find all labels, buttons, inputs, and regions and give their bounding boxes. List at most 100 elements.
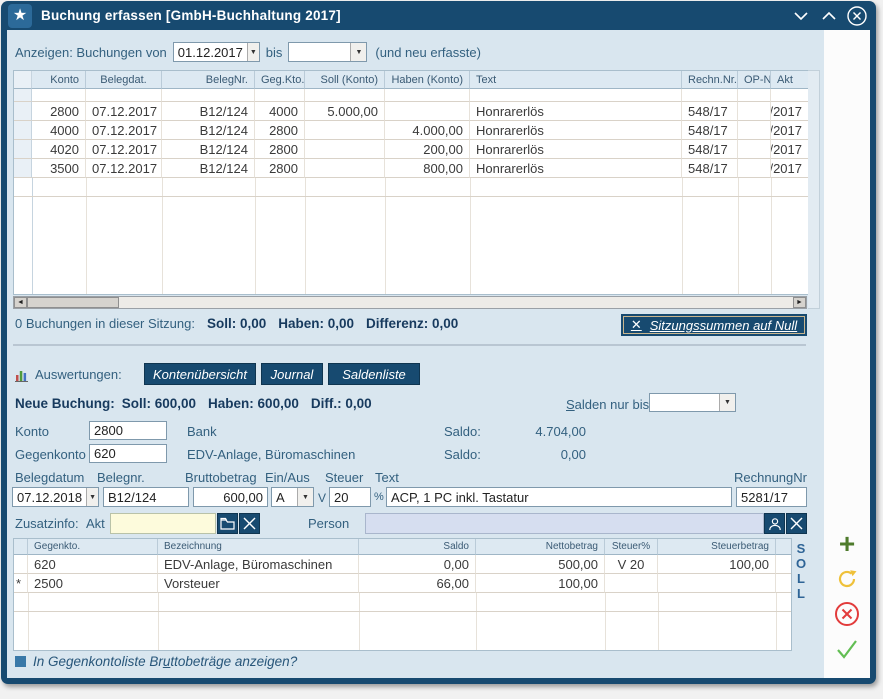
filter-suffix-label: (und neu erfasste) xyxy=(375,44,481,60)
person-clear-button[interactable] xyxy=(786,513,807,534)
rechnungnr-label: RechnungNr xyxy=(734,470,807,485)
belegdatum-combobox[interactable]: 07.12.2018 ▼ xyxy=(12,487,99,507)
dropdown-arrow-icon[interactable]: ▼ xyxy=(297,488,313,506)
x-icon xyxy=(243,517,256,530)
journal-vertical-scrollbar[interactable] xyxy=(808,70,820,309)
neue-buchung-haben: Haben: 600,00 xyxy=(208,396,299,411)
konto-input[interactable]: 2800 xyxy=(89,421,167,440)
reset-button-label: Sitzungssummen auf Null xyxy=(649,317,798,333)
soll-side-label: S O L L xyxy=(795,541,807,601)
date-to-combobox[interactable]: ▼ xyxy=(288,42,368,62)
gegenkonto-saldo-value: 0,00 xyxy=(560,447,586,462)
col-konto: Konto xyxy=(32,71,86,89)
neue-buchung-summary: Neue Buchung: Soll: 600,00 Haben: 600,00… xyxy=(15,396,372,411)
date-from-combobox[interactable]: 01.12.2017 ▼ xyxy=(172,42,260,62)
bruttobetrag-input[interactable]: 600,00 xyxy=(193,487,268,507)
app-window: ★ Buchung erfassen [GmbH-Buchhaltung 201… xyxy=(1,1,876,684)
journal-row-4[interactable]: 3500 07.12.2017 B12/124 2800 800,00 Honr… xyxy=(14,159,808,178)
col-extra xyxy=(776,539,791,555)
col-gegenkto: Gegenkto. xyxy=(28,539,158,555)
journal-row-3[interactable]: 4020 07.12.2017 B12/124 2800 200,00 Honr… xyxy=(14,140,808,159)
konto-name: Bank xyxy=(187,424,217,439)
gegenkonto-input[interactable]: 620 xyxy=(89,444,167,463)
minimize-button[interactable] xyxy=(789,4,812,27)
gegenkonto-saldo-label: Saldo: xyxy=(444,447,481,462)
chevron-down-icon xyxy=(793,11,808,20)
steuer-input[interactable]: 20 xyxy=(329,487,371,507)
einaus-value: A xyxy=(276,489,285,505)
gegenkonto-row-2[interactable]: * 2500 Vorsteuer 66,00 100,00 xyxy=(14,574,791,593)
maximize-button[interactable] xyxy=(817,4,840,27)
date-to-value xyxy=(289,43,350,61)
auswertungen-label: Auswertungen: xyxy=(35,367,122,382)
dropdown-arrow-icon[interactable]: ▼ xyxy=(350,43,367,61)
tab-saldenliste[interactable]: Saldenliste xyxy=(328,363,420,385)
confirm-icon[interactable] xyxy=(833,635,861,663)
filter-label: Anzeigen: Buchungen von xyxy=(15,44,167,60)
refresh-icon[interactable] xyxy=(833,565,861,593)
close-button[interactable] xyxy=(845,4,868,27)
einaus-label: Ein/Aus xyxy=(265,470,310,485)
akt-input[interactable] xyxy=(110,513,216,534)
col-opnr: OP-Nr xyxy=(738,71,771,89)
session-soll: Soll: 0,00 xyxy=(206,316,267,331)
tab-kontenuebersicht[interactable]: Kontenübersicht xyxy=(144,363,256,385)
scroll-left-arrow-icon[interactable]: ◄ xyxy=(14,297,27,308)
dropdown-arrow-icon[interactable]: ▼ xyxy=(246,43,259,61)
col-text: Text xyxy=(470,71,682,89)
bis-label: bis xyxy=(265,44,283,60)
journal-empty-row[interactable] xyxy=(14,89,808,102)
cancel-icon[interactable] xyxy=(833,600,861,628)
belegnr-input[interactable]: B12/124 xyxy=(103,487,189,507)
add-icon[interactable]: + xyxy=(838,528,856,559)
akt-browse-button[interactable] xyxy=(217,513,238,534)
right-side-panel xyxy=(824,30,870,678)
gegenkonto-row-1[interactable]: 620 EDV-Anlage, Büromaschinen 0,00 500,0… xyxy=(14,555,791,574)
person-icon xyxy=(768,517,781,530)
gegenkonto-header-row: Gegenkto. Bezeichnung Saldo Nettobetrag … xyxy=(14,539,791,555)
x-icon: ✕ xyxy=(630,317,642,332)
neue-buchung-diff: Diff.: 0,00 xyxy=(310,396,372,411)
journal-empty-area[interactable] xyxy=(14,178,808,294)
gegenkonto-empty-area[interactable] xyxy=(14,593,791,650)
brutto-checkbox-label: In Gegenkontoliste Bruttobeträge anzeige… xyxy=(33,654,298,669)
journal-row-1[interactable]: 2800 07.12.2017 B12/124 4000 5.000,00 Ho… xyxy=(14,102,808,121)
journal-row-2[interactable]: 4000 07.12.2017 B12/124 2800 4.000,00 Ho… xyxy=(14,121,808,140)
session-haben: Haben: 0,00 xyxy=(278,316,355,331)
salden-bis-value xyxy=(650,394,719,411)
col-belegdat: Belegdat. xyxy=(86,71,162,89)
x-icon xyxy=(790,517,803,530)
col-steuerbetrag: Steuerbetrag xyxy=(658,539,776,555)
brutto-checkbox[interactable] xyxy=(15,656,26,667)
brutto-checkbox-row: In Gegenkontoliste Bruttobeträge anzeige… xyxy=(15,654,297,669)
window-title: Buchung erfassen [GmbH-Buchhaltung 2017] xyxy=(41,8,341,23)
person-label: Person xyxy=(308,516,350,531)
salden-bis-combobox[interactable]: ▼ xyxy=(649,393,736,412)
action-buttons: + xyxy=(832,530,862,663)
einaus-combobox[interactable]: A ▼ xyxy=(271,487,314,507)
buchungstext-input[interactable]: ACP, 1 PC inkl. Tastatur xyxy=(386,487,732,507)
col-steuerpct: Steuer% xyxy=(605,539,658,555)
person-lookup-button[interactable] xyxy=(764,513,785,534)
akt-clear-button[interactable] xyxy=(239,513,260,534)
konto-saldo-value: 4.704,00 xyxy=(535,424,586,439)
rechnungnr-input[interactable]: 5281/17 xyxy=(736,487,807,507)
journal-horizontal-scrollbar[interactable]: ◄ ► xyxy=(13,296,807,309)
person-input[interactable] xyxy=(365,513,764,534)
bruttobetrag-label: Bruttobetrag xyxy=(185,470,257,485)
neue-buchung-soll: Soll: 600,00 xyxy=(121,396,197,411)
col-haben: Haben (Konto) xyxy=(385,71,470,89)
dropdown-arrow-icon[interactable]: ▼ xyxy=(86,488,98,506)
session-summary: 0 Buchungen in dieser Sitzung: Soll: 0,0… xyxy=(15,316,458,331)
section-divider xyxy=(13,344,806,346)
zusatzinfo-label: Zusatzinfo: xyxy=(15,516,79,531)
scrollbar-thumb[interactable] xyxy=(27,297,119,308)
text-label: Text xyxy=(375,470,399,485)
belegnr-label: Belegnr. xyxy=(97,470,145,485)
scroll-right-arrow-icon[interactable]: ► xyxy=(793,297,806,308)
tab-journal[interactable]: Journal xyxy=(261,363,323,385)
date-from-value: 01.12.2017 xyxy=(177,44,243,60)
dropdown-arrow-icon[interactable]: ▼ xyxy=(719,394,735,411)
journal-table: Konto Belegdat. BelegNr. Geg.Kto. Soll (… xyxy=(13,70,809,295)
reset-session-sums-button[interactable]: ✕ Sitzungssummen auf Null xyxy=(621,314,807,336)
